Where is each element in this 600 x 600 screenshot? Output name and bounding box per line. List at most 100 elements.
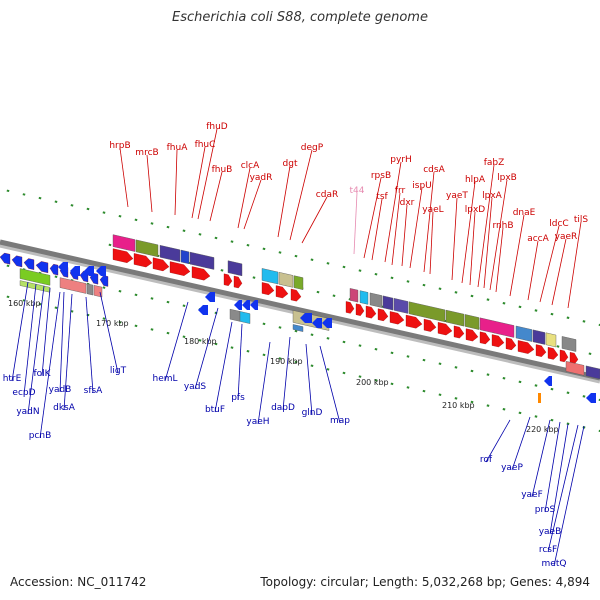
cog-box-reverse (292, 324, 304, 332)
cog-box-forward (445, 309, 465, 327)
gene-label-forward: fhuD (206, 122, 228, 132)
gene-label-reverse: yaeF (521, 490, 543, 500)
leader-line (401, 204, 408, 267)
tick-dot-upper (70, 204, 74, 207)
gene-label-forward: frr (395, 186, 406, 196)
tick-dot-lower (422, 389, 426, 393)
tick-dot-lower (214, 342, 218, 346)
leader-line (547, 424, 579, 553)
gene-label-reverse: btuF (205, 405, 225, 415)
cog-box-forward (293, 275, 304, 290)
tick-dot-lower-inner (438, 362, 442, 365)
tick-dot-upper (214, 236, 218, 240)
tick-dot-lower-inner (182, 304, 186, 307)
cog-box-reverse (19, 268, 51, 286)
gene-arrow-forward (569, 352, 579, 365)
tick-dot-lower (502, 407, 506, 411)
tick-dot-lower-inner (278, 326, 282, 329)
gene-arrow-reverse (250, 300, 258, 310)
gene-label-reverse: pfs (231, 393, 245, 403)
cog-box-forward (261, 268, 279, 285)
tick-dot-lower (150, 328, 154, 331)
tick-dot-upper (182, 229, 186, 232)
tick-dot-upper (422, 283, 426, 287)
leader-line (544, 421, 561, 513)
leader-line (191, 146, 206, 219)
leader-line (429, 211, 434, 275)
tick-dot-lower-inner (54, 275, 58, 278)
cog-box-forward (359, 290, 369, 305)
leader-line (194, 307, 219, 390)
tick-dot-upper (166, 225, 170, 229)
tick-dot-upper (262, 247, 266, 251)
tick-dot-upper (374, 272, 378, 276)
gene-label-forward: cdaR (316, 190, 338, 200)
tick-dot-upper (502, 301, 506, 305)
tick-dot-upper-inner (332, 294, 336, 297)
gene-arrow-reverse (0, 252, 11, 265)
leader-line (423, 171, 435, 273)
cog-box-forward (227, 260, 243, 277)
leader-line (451, 197, 458, 281)
leader-line (197, 128, 218, 220)
tick-dot-lower-inner (326, 337, 330, 340)
tick-dot-lower (550, 418, 554, 422)
tick-dot-upper-inner (588, 352, 592, 355)
cog-box-reverse (59, 277, 87, 294)
genome-summary: Topology: circular; Length: 5,032,268 bp… (260, 575, 590, 589)
gene-label-reverse: map (330, 416, 350, 426)
gene-arrow-reverse (11, 255, 23, 268)
gene-label-reverse: yaeB (539, 527, 562, 537)
gene-arrow-reverse (300, 313, 312, 323)
gene-arrow-reverse (96, 266, 106, 276)
tick-dot-upper (470, 294, 474, 298)
tick-dot-lower-inner (358, 344, 362, 347)
gene-arrow-forward (437, 322, 453, 336)
tick-dot-upper (6, 189, 10, 193)
tick-dot-lower (38, 302, 42, 306)
tick-dot-lower (470, 400, 474, 404)
tick-dot-upper (278, 251, 282, 254)
tick-dot-upper-inner (556, 345, 560, 348)
gene-label-forward: dxr (400, 198, 415, 208)
tick-dot-lower (134, 324, 138, 328)
gene-arrow-forward (559, 349, 569, 363)
gene-arrow-reverse (35, 261, 49, 274)
tick-dot-upper (246, 243, 250, 247)
leader-line (243, 179, 262, 230)
gene-arrow-reverse (70, 266, 80, 276)
leader-line (174, 149, 178, 216)
tick-dot-lower-inner (102, 286, 106, 289)
kbp-marker-label: 170 kbp (96, 319, 129, 328)
leader-line (214, 321, 233, 413)
leader-line (41, 287, 51, 377)
leader-line (391, 192, 401, 266)
gene-arrow-reverse (79, 270, 89, 283)
leader-line (363, 177, 382, 259)
kbp-marker-label: 200 kbp (356, 378, 389, 387)
leader-line (531, 419, 551, 498)
tick-dot-lower (438, 393, 442, 396)
leader-line (371, 198, 383, 261)
gene-arrow-forward (547, 347, 559, 360)
gene-label-forward: fhuC (195, 140, 216, 150)
tick-dot-lower-inner (422, 358, 426, 362)
gene-arrow-forward (465, 328, 479, 342)
gene-label-reverse: rof (480, 455, 493, 465)
gene-arrow-forward (405, 314, 423, 329)
tick-dot-lower-inner (310, 333, 314, 336)
cog-box-forward (515, 325, 533, 342)
kbp-marker-label: 180 kbp (184, 337, 217, 346)
leader-line (289, 149, 313, 241)
gene-arrow-forward (453, 325, 465, 339)
tick-dot-lower (598, 429, 600, 433)
gene-arrow-reverse (312, 318, 322, 328)
leader-line (277, 165, 291, 238)
cog-box-forward (189, 251, 215, 270)
tick-dot-lower (326, 368, 330, 371)
leader-line (23, 283, 37, 396)
gene-arrow-forward (491, 334, 505, 348)
gene-arrow-reverse (544, 376, 552, 386)
tick-dot-upper (134, 218, 138, 222)
leader-line (409, 187, 423, 269)
